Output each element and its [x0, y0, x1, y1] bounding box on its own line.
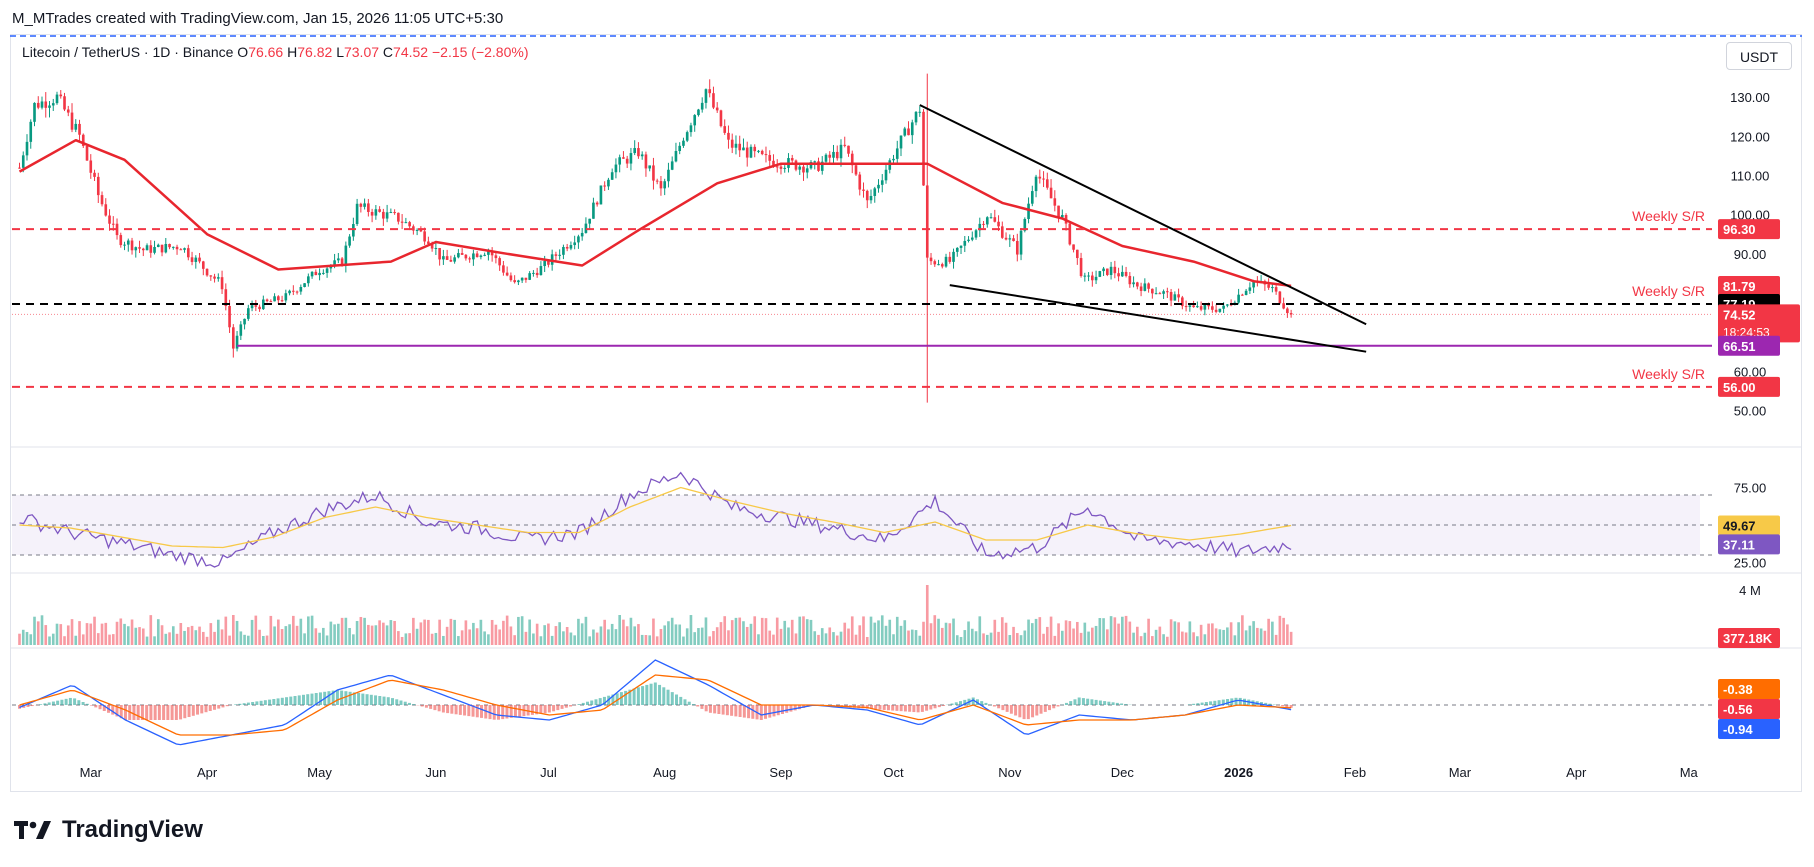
high-label: H	[287, 44, 298, 60]
open-label: O	[237, 44, 249, 60]
attribution-text: M_MTrades created with TradingView.com, …	[12, 10, 504, 27]
tradingview-brand: TradingView	[62, 816, 203, 843]
open-value: 76.66	[248, 44, 284, 60]
high-value: 76.82	[297, 44, 333, 60]
tradingview-footer: TradingView	[14, 816, 203, 844]
symbol-name: Litecoin / TetherUS · 1D · Binance	[22, 44, 234, 60]
symbol-legend: Litecoin / TetherUS · 1D · Binance O76.6…	[22, 44, 529, 60]
low-value: 73.07	[343, 44, 380, 60]
low-label: L	[336, 44, 344, 60]
change-value: −2.15 (−2.80%)	[431, 44, 529, 60]
currency-button[interactable]: USDT	[1726, 42, 1792, 70]
chart-frame	[10, 34, 1802, 792]
close-label: C	[382, 44, 394, 60]
tradingview-logo-icon	[14, 821, 51, 839]
close-value: 74.52	[393, 44, 429, 60]
